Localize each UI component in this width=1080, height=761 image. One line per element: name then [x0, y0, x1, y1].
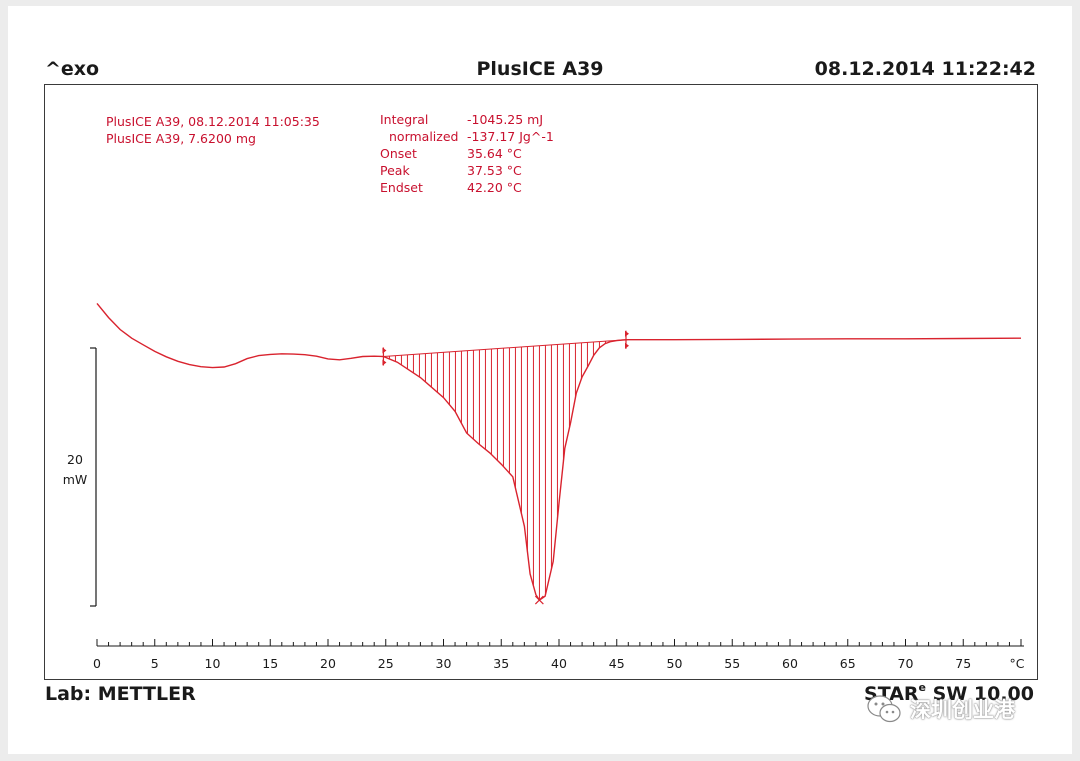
- result-value: -1045.25 mJ: [467, 112, 544, 127]
- x-tick-label: 35: [493, 656, 509, 671]
- x-tick-label: 30: [436, 656, 452, 671]
- wechat-icon: [867, 695, 901, 723]
- limit-marker-arrow: [382, 359, 387, 366]
- x-tick-label: 45: [609, 656, 625, 671]
- exo-direction-label: ^exo: [45, 58, 100, 80]
- software-superscript: e: [918, 681, 927, 694]
- lab-label: Lab: METTLER: [45, 683, 196, 705]
- peak-marker: [534, 595, 544, 605]
- integration-hatch: [388, 339, 624, 601]
- scale-bar: [90, 347, 97, 607]
- scale-bar-unit: mW: [62, 472, 88, 487]
- sample-info-line: PlusICE A39, 08.12.2014 11:05:35: [106, 114, 320, 129]
- watermark-text: 深圳创业港: [910, 698, 1015, 722]
- sample-info: PlusICE A39, 08.12.2014 11:05:35 PlusICE…: [106, 113, 320, 147]
- result-label: normalized: [389, 129, 459, 144]
- x-tick-label: 70: [898, 656, 914, 671]
- result-row: Peak 37.53 °C: [380, 162, 554, 179]
- result-value: 42.20 °C: [467, 180, 522, 195]
- result-label: Onset: [380, 146, 417, 161]
- result-value: 37.53 °C: [467, 163, 522, 178]
- x-tick-label: 5: [151, 656, 159, 671]
- plot-frame: [44, 84, 1038, 680]
- x-tick-label: 40: [551, 656, 567, 671]
- x-tick-label: 20: [320, 656, 336, 671]
- limit-marker-arrow: [624, 330, 629, 337]
- result-label: Endset: [380, 180, 423, 195]
- integration-results: Integral -1045.25 mJ normalized -137.17 …: [380, 111, 554, 196]
- report-timestamp: 08.12.2014 11:22:42: [814, 58, 1036, 80]
- x-tick-label: 50: [667, 656, 683, 671]
- x-tick-label: 55: [724, 656, 740, 671]
- x-tick-label: 15: [262, 656, 278, 671]
- x-tick-label: 25: [378, 656, 394, 671]
- result-row: Endset 42.20 °C: [380, 179, 554, 196]
- result-value: -137.17 Jg^-1: [467, 129, 554, 144]
- x-tick-label: 10: [205, 656, 221, 671]
- x-tick-label: 60: [782, 656, 798, 671]
- limit-marker-arrow: [382, 347, 387, 354]
- result-label: Integral: [380, 112, 429, 127]
- result-label: Peak: [380, 163, 410, 178]
- result-row: Onset 35.64 °C: [380, 145, 554, 162]
- result-row: Integral -1045.25 mJ: [380, 111, 554, 128]
- watermark: 深圳创业港: [866, 694, 1015, 724]
- report-page: [8, 6, 1072, 754]
- scale-bar-value: 20: [67, 452, 83, 467]
- dsc-curve: [96, 302, 1022, 602]
- integration-markers: [382, 330, 629, 605]
- x-tick-label: 65: [840, 656, 856, 671]
- sample-title: PlusICE A39: [476, 58, 604, 80]
- result-value: 35.64 °C: [467, 146, 522, 161]
- x-axis-unit-label: °C: [1010, 656, 1025, 671]
- x-tick-label: 0: [93, 656, 101, 671]
- limit-marker-arrow: [624, 342, 629, 349]
- integration-baseline: [383, 339, 627, 357]
- x-tick-label: 75: [955, 656, 971, 671]
- software-version-number: SW 10.00: [926, 683, 1034, 705]
- result-row: normalized -137.17 Jg^-1: [380, 128, 554, 145]
- sample-info-line: PlusICE A39, 7.6200 mg: [106, 131, 256, 146]
- x-axis: 0 5 10 15 20 25 30 35 40 45 50 55 60 65 70 75 °C: [93, 639, 1025, 671]
